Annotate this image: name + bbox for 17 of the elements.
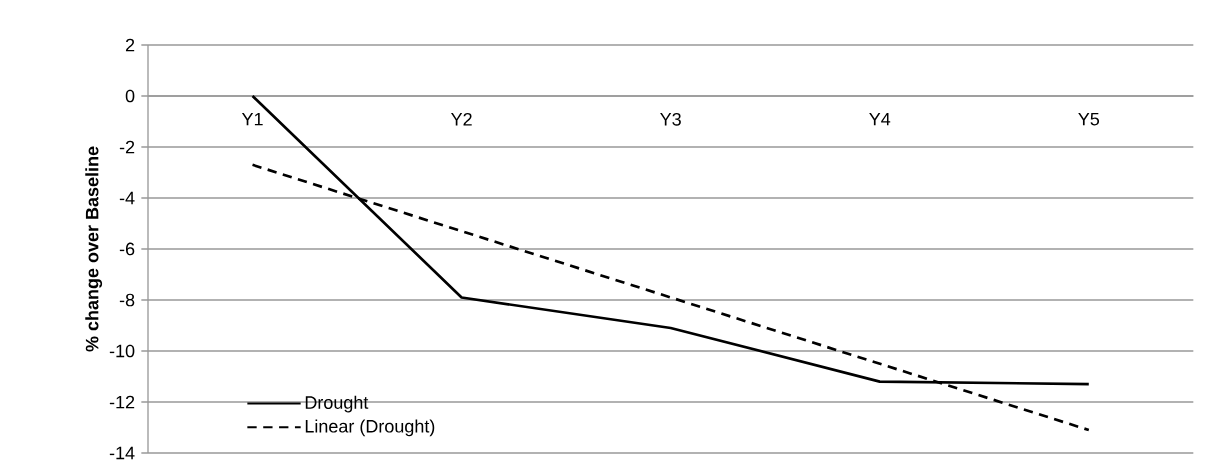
x-tick-label: Y5 <box>1078 112 1100 126</box>
x-tick-label: Y3 <box>660 112 681 126</box>
y-tick-label: -4 <box>119 191 135 205</box>
y-tick-label: -10 <box>109 344 135 358</box>
legend-label: Linear (Drought) <box>305 419 435 437</box>
y-tick-label: 2 <box>125 38 135 52</box>
y-tick-label: -8 <box>119 293 135 307</box>
y-axis-title: % change over Baseline <box>85 146 103 352</box>
legend-label: Drought <box>305 395 369 413</box>
y-tick-label: -6 <box>119 242 135 256</box>
x-tick-label: Y2 <box>450 112 472 126</box>
y-tick-label: -14 <box>109 446 135 460</box>
y-tick-label: -12 <box>109 395 135 409</box>
y-tick-label: 0 <box>125 89 135 103</box>
x-tick-label: Y1 <box>241 112 263 126</box>
x-tick-label: Y4 <box>869 112 891 126</box>
y-tick-label: -2 <box>119 140 135 154</box>
